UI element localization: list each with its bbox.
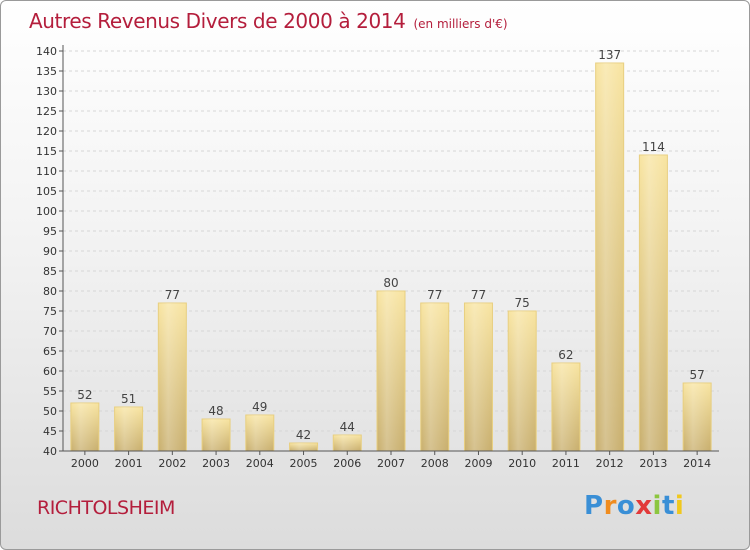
y-tick-label: 40 — [43, 445, 57, 458]
y-tick-label: 135 — [36, 65, 57, 78]
y-tick-label: 110 — [36, 165, 57, 178]
x-tick-label: 2004 — [246, 457, 274, 470]
x-tick-label: 2001 — [115, 457, 143, 470]
y-tick-label: 55 — [43, 385, 57, 398]
chart-title: Autres Revenus Divers de 2000 à 2014 (en … — [29, 9, 508, 33]
data-label-2002: 77 — [165, 288, 180, 302]
axes: 40 45 50 55 60 65 70 75 80 85 90 95 100 105 110 115 120 1… — [36, 45, 719, 470]
y-tick-label: 95 — [43, 225, 57, 238]
data-label-2014: 57 — [689, 368, 704, 382]
y-tick-label: 75 — [43, 305, 57, 318]
bar-shine — [683, 383, 712, 451]
y-tick-label: 115 — [36, 145, 57, 158]
commune-name: RICHTOLSHEIM — [37, 497, 175, 519]
x-tick-label: 2003 — [202, 457, 230, 470]
x-tick-label: 2000 — [71, 457, 99, 470]
bar-shine — [508, 311, 537, 451]
bar-shine — [70, 403, 99, 451]
data-labels: 52 51 77 48 49 42 44 80 77 77 75 62 137 114 57 — [77, 48, 705, 442]
y-tick-label: 60 — [43, 365, 57, 378]
data-label-2004: 49 — [252, 400, 267, 414]
bar-shine — [245, 415, 274, 451]
bar-shine — [202, 419, 231, 451]
data-label-2013: 114 — [642, 140, 665, 154]
bar-shine — [595, 63, 624, 451]
x-tick-label: 2006 — [333, 457, 361, 470]
y-tick-label: 90 — [43, 245, 57, 258]
data-label-2003: 48 — [208, 404, 223, 418]
y-tick-label: 125 — [36, 105, 57, 118]
logo-letter: P — [584, 491, 604, 521]
x-tick-label: 2005 — [290, 457, 318, 470]
y-tick-label: 70 — [43, 325, 57, 338]
bar-shine — [420, 303, 449, 451]
bar-shine — [333, 435, 362, 451]
y-tick-label: 105 — [36, 185, 57, 198]
x-tick-label: 2013 — [639, 457, 667, 470]
data-label-2011: 62 — [558, 348, 573, 362]
x-tick-label: 2008 — [421, 457, 449, 470]
y-tick-label: 65 — [43, 345, 57, 358]
x-tick-label: 2011 — [552, 457, 580, 470]
data-label-2012: 137 — [598, 48, 621, 62]
y-tick-label: 100 — [36, 205, 57, 218]
x-tick-label: 2012 — [596, 457, 624, 470]
logo-letter: o — [616, 491, 636, 521]
logo-letter: i — [674, 491, 685, 521]
bar-shine — [289, 443, 318, 451]
x-tick-label: 2014 — [683, 457, 711, 470]
chart-title-text: Autres Revenus Divers de 2000 à 2014 — [29, 9, 406, 33]
y-tick-label: 85 — [43, 265, 57, 278]
logo-letter: x — [635, 491, 653, 521]
bars — [70, 62, 712, 452]
data-label-2006: 44 — [340, 420, 355, 434]
x-tick-label: 2010 — [508, 457, 536, 470]
y-tick-label: 45 — [43, 425, 57, 438]
bar-shine — [158, 303, 187, 451]
bar-shine — [464, 303, 493, 451]
bar-shine — [551, 363, 580, 451]
bar-shine — [639, 155, 668, 451]
data-label-2001: 51 — [121, 392, 136, 406]
y-tick-label: 120 — [36, 125, 57, 138]
x-tick-label: 2002 — [158, 457, 186, 470]
bar-shine — [114, 407, 143, 451]
data-label-2005: 42 — [296, 428, 311, 442]
x-tick-label: 2007 — [377, 457, 405, 470]
x-tick-label: 2009 — [464, 457, 492, 470]
data-label-2007: 80 — [383, 276, 398, 290]
bar-shine — [377, 291, 405, 451]
y-tick-label: 80 — [43, 285, 57, 298]
y-tick-label: 50 — [43, 405, 57, 418]
logo-letter: i — [652, 491, 662, 521]
y-tick-label: 140 — [36, 45, 57, 58]
data-label-2008: 77 — [427, 288, 442, 302]
data-label-2009: 77 — [471, 288, 486, 302]
logo-letter: t — [661, 491, 675, 521]
proxiti-logo: Proxiti — [584, 491, 684, 521]
data-label-2010: 75 — [515, 296, 530, 310]
data-label-2000: 52 — [77, 388, 92, 402]
chart-unit-note: (en milliers d'€) — [413, 17, 508, 31]
y-tick-label: 130 — [36, 85, 57, 98]
logo-letter: r — [603, 491, 617, 521]
